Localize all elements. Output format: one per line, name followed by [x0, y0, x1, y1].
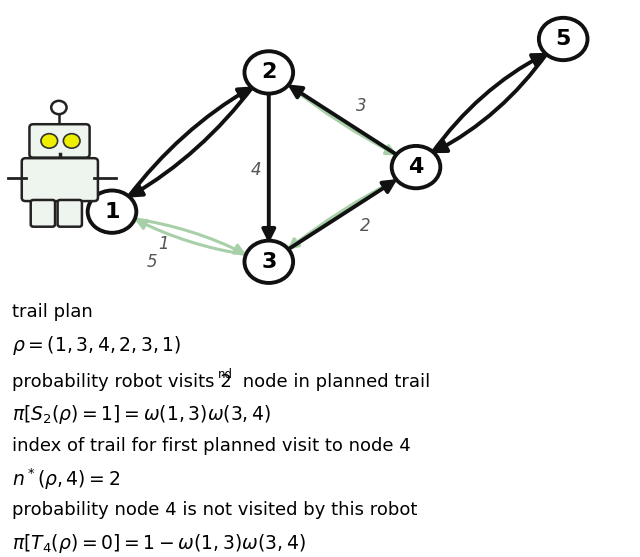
- FancyBboxPatch shape: [58, 200, 82, 227]
- FancyBboxPatch shape: [31, 200, 55, 227]
- Text: 1: 1: [158, 235, 168, 253]
- Text: 5: 5: [556, 29, 571, 49]
- Text: 2: 2: [360, 217, 370, 234]
- Text: $\pi[T_4(\rho) = 0] = 1 - \omega(1,3)\omega(3,4)$: $\pi[T_4(\rho) = 0] = 1 - \omega(1,3)\om…: [12, 531, 305, 555]
- Circle shape: [63, 134, 80, 148]
- FancyArrowPatch shape: [128, 89, 249, 198]
- FancyBboxPatch shape: [22, 158, 98, 201]
- FancyArrowPatch shape: [134, 219, 243, 253]
- FancyArrowPatch shape: [287, 84, 394, 154]
- Text: index of trail for first planned visit to node 4: index of trail for first planned visit t…: [12, 437, 410, 455]
- FancyArrowPatch shape: [287, 182, 394, 250]
- Circle shape: [392, 146, 440, 188]
- Text: nd: nd: [218, 368, 233, 382]
- Circle shape: [539, 18, 588, 60]
- FancyArrowPatch shape: [263, 91, 275, 239]
- Circle shape: [88, 190, 136, 233]
- Text: 4: 4: [251, 161, 261, 179]
- Text: $n^*(\rho, 4) = 2$: $n^*(\rho, 4) = 2$: [12, 466, 120, 492]
- Text: 5: 5: [147, 253, 157, 271]
- Circle shape: [244, 241, 293, 283]
- Circle shape: [51, 101, 67, 114]
- Text: 4: 4: [408, 157, 424, 177]
- Text: 3: 3: [261, 252, 276, 272]
- Text: $\pi[S_2(\rho) = 1] = \omega(1,3)\omega(3,4)$: $\pi[S_2(\rho) = 1] = \omega(1,3)\omega(…: [12, 403, 271, 427]
- Circle shape: [41, 134, 58, 148]
- Text: probability node 4 is not visited by this robot: probability node 4 is not visited by thi…: [12, 501, 417, 519]
- Text: $\rho = (1, 3, 4, 2, 3, 1)$: $\rho = (1, 3, 4, 2, 3, 1)$: [12, 334, 181, 357]
- FancyArrowPatch shape: [291, 87, 397, 155]
- Text: probability robot visits 2: probability robot visits 2: [12, 373, 231, 390]
- FancyBboxPatch shape: [29, 124, 90, 158]
- Text: 1: 1: [104, 202, 120, 222]
- FancyArrowPatch shape: [436, 53, 547, 151]
- FancyArrowPatch shape: [290, 179, 397, 248]
- Text: trail plan: trail plan: [12, 303, 92, 321]
- Text: 2: 2: [261, 62, 276, 82]
- Text: 3: 3: [356, 97, 367, 115]
- FancyArrowPatch shape: [132, 86, 253, 196]
- FancyArrowPatch shape: [432, 55, 543, 153]
- Circle shape: [244, 51, 293, 94]
- FancyArrowPatch shape: [138, 221, 246, 255]
- Text: node in planned trail: node in planned trail: [237, 373, 430, 390]
